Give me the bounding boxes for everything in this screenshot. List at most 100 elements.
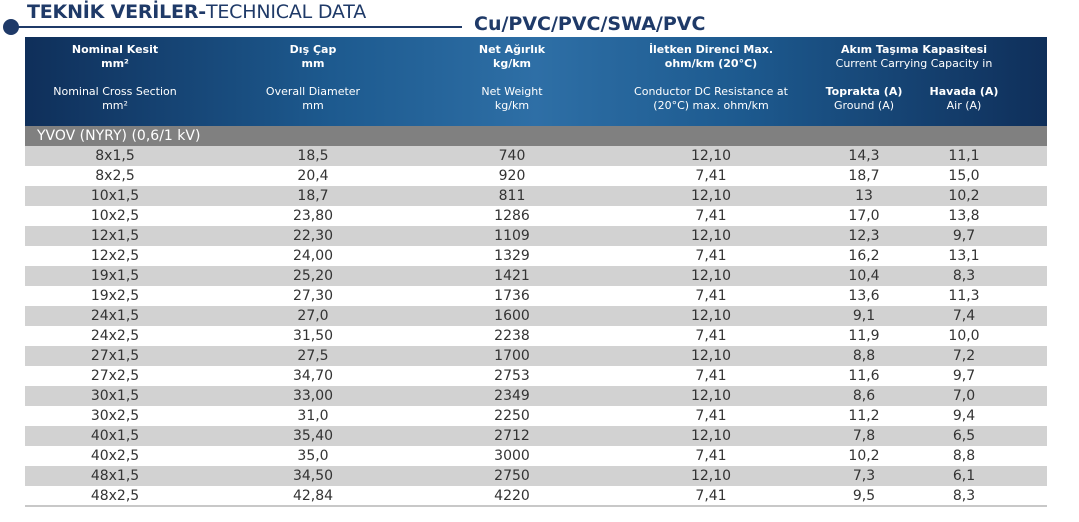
cell-diameter: 35,40 [292,428,334,444]
header-weight-tr: Net Ağırlık kg/km [412,43,612,71]
cell-ground-capacity: 12,3 [848,228,880,244]
header-resistance-en: Conductor DC Resistance at (20°C) max. o… [612,85,810,113]
header-resistance-en-line2: (20°C) max. ohm/km [653,99,769,112]
cell-weight: 2238 [494,328,530,344]
cell-cross-section: 30x1,5 [90,388,140,404]
cell-resistance: 12,10 [690,388,732,404]
cell-resistance: 7,41 [695,168,727,184]
cell-cross-section: 8x2,5 [95,168,135,184]
cell-diameter: 27,0 [297,308,329,324]
table-row: 48x1,5 34,50 2750 12,10 7,3 6,1 [25,466,1047,486]
header-nominal-tr-label: Nominal Kesit [71,43,159,56]
cell-ground-capacity: 7,3 [852,468,876,484]
table-row: 27x1,5 27,5 1700 12,10 8,8 7,2 [25,346,1047,366]
cell-air-capacity: 8,3 [952,268,976,284]
cell-weight: 1700 [494,348,530,364]
title-bar: TEKNİK VERİLER-TECHNICAL DATA Cu/PVC/PVC… [0,0,1079,38]
cell-resistance: 7,41 [695,248,727,264]
header-capacity-en: Current Carrying Capacity in [835,57,993,70]
title-bold: TEKNİK VERİLER- [27,1,206,23]
table-header: Nominal Kesit mm² Nominal Cross Section … [25,37,1047,126]
header-weight-en-label: Net Weight [481,85,543,98]
cell-air-capacity: 9,7 [952,368,976,384]
cell-resistance: 7,41 [695,208,727,224]
cell-resistance: 12,10 [690,468,732,484]
cell-resistance: 7,41 [695,288,727,304]
cell-cross-section: 12x2,5 [90,248,140,264]
cell-ground-capacity: 8,8 [852,348,876,364]
cell-ground-capacity: 7,8 [852,428,876,444]
cell-diameter: 33,00 [292,388,334,404]
title-normal: TECHNICAL DATA [205,1,366,23]
cell-weight: 1109 [494,228,530,244]
cell-resistance: 12,10 [690,428,732,444]
cell-air-capacity: 11,1 [948,148,980,164]
bottom-rule [25,505,1047,507]
cell-diameter: 31,50 [292,328,334,344]
header-weight-en: Net Weight kg/km [412,85,612,113]
cell-air-capacity: 13,1 [948,248,980,264]
section-label: YVOV (NYRY) (0,6/1 kV) [37,128,201,144]
header-resistance-tr: İletken Direnci Max. ohm/km (20°C) [612,43,810,71]
header-ground-en: Ground (A) [833,99,895,112]
table-row: 40x2,5 35,0 3000 7,41 10,2 8,8 [25,446,1047,466]
header-ground: Toprakta (A) Ground (A) [810,85,918,113]
cell-ground-capacity: 8,6 [852,388,876,404]
cell-diameter: 20,4 [297,168,329,184]
cell-ground-capacity: 11,6 [848,368,880,384]
cell-air-capacity: 10,2 [948,188,980,204]
header-weight-en-unit: kg/km [494,99,530,112]
cell-cross-section: 10x1,5 [90,188,140,204]
header-diameter-en-label: Overall Diameter [265,85,361,98]
cable-type-title: Cu/PVC/PVC/SWA/PVC [474,13,706,35]
header-nominal-tr: Nominal Kesit mm² [25,43,205,71]
header-diameter-tr-unit: mm [301,57,325,70]
table-row: 30x2,5 31,0 2250 7,41 11,2 9,4 [25,406,1047,426]
cell-cross-section: 10x2,5 [90,208,140,224]
cell-air-capacity: 6,5 [952,428,976,444]
cell-ground-capacity: 9,5 [852,488,876,504]
cell-diameter: 24,00 [292,248,334,264]
cell-resistance: 7,41 [695,328,727,344]
cell-air-capacity: 9,7 [952,228,976,244]
cell-weight: 1329 [494,248,530,264]
cell-diameter: 34,50 [292,468,334,484]
cell-resistance: 7,41 [695,368,727,384]
table-row: 24x1,5 27,0 1600 12,10 9,1 7,4 [25,306,1047,326]
bullet-dot [3,19,19,35]
cell-cross-section: 27x2,5 [90,368,140,384]
cell-weight: 1286 [494,208,530,224]
header-capacity-tr: Akım Taşıma Kapasitesi [840,43,988,56]
cell-ground-capacity: 17,0 [848,208,880,224]
cell-air-capacity: 7,2 [952,348,976,364]
table-row: 40x1,5 35,40 2712 12,10 7,8 6,5 [25,426,1047,446]
cell-weight: 2712 [494,428,530,444]
table-row: 10x1,5 18,7 811 12,10 13 10,2 [25,186,1047,206]
cell-air-capacity: 15,0 [948,168,980,184]
cell-weight: 740 [498,148,526,164]
data-table: 8x1,5 18,5 740 12,10 14,3 11,1 8x2,5 20,4 920 7,4… [25,146,1047,506]
cell-cross-section: 27x1,5 [90,348,140,364]
cell-air-capacity: 6,1 [952,468,976,484]
cell-resistance: 7,41 [695,408,727,424]
cell-resistance: 12,10 [690,348,732,364]
cell-ground-capacity: 10,4 [848,268,880,284]
header-capacity: Akım Taşıma Kapasitesi Current Carrying … [810,43,1018,71]
cell-weight: 811 [498,188,526,204]
page-title: TEKNİK VERİLER-TECHNICAL DATA [27,1,366,23]
cell-diameter: 25,20 [292,268,334,284]
table-row: 8x2,5 20,4 920 7,41 18,7 15,0 [25,166,1047,186]
cell-weight: 920 [498,168,526,184]
cell-cross-section: 19x1,5 [90,268,140,284]
header-nominal-tr-unit: mm² [101,57,129,70]
header-diameter-tr-label: Dış Çap [289,43,337,56]
cell-cross-section: 48x2,5 [90,488,140,504]
cell-air-capacity: 13,8 [948,208,980,224]
header-air-en: Air (A) [946,99,982,112]
cell-air-capacity: 7,0 [952,388,976,404]
cell-air-capacity: 8,8 [952,448,976,464]
cell-weight: 2349 [494,388,530,404]
cell-weight: 2250 [494,408,530,424]
cell-diameter: 18,7 [297,188,329,204]
table-row: 30x1,5 33,00 2349 12,10 8,6 7,0 [25,386,1047,406]
